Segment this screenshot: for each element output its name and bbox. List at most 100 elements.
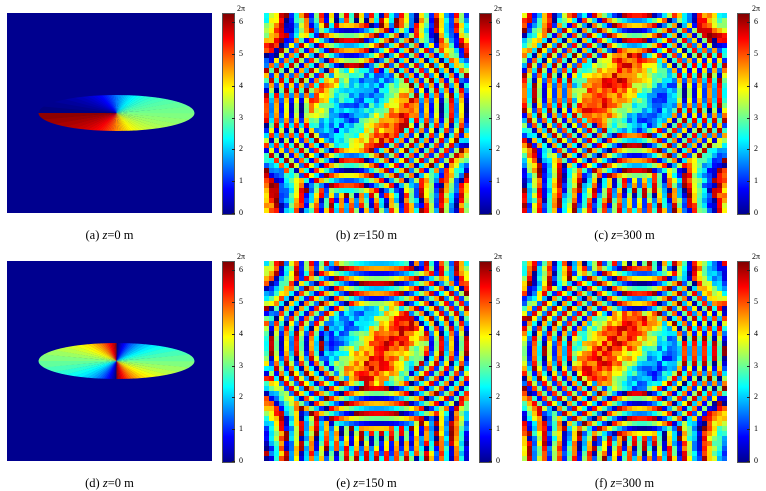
colorbar-c [737,13,750,215]
colorbar-tick-mark [232,213,235,214]
colorbar-tick-label: 2 [754,392,758,402]
colorbar-tick-mark [232,181,235,183]
caption-value: =0 m [107,228,134,242]
colorbar-tick-label: 1 [239,176,243,186]
colorbar-tick-label: 0 [754,456,758,465]
colorbar-tick-label: 1 [754,424,758,434]
colorbar-tick-label: 3 [754,360,758,370]
colorbar-tick-label: 2 [496,144,500,154]
colorbar-tick-mark [747,333,750,335]
colorbar-tick-mark [232,333,235,335]
caption-value: =300 m [615,476,655,490]
colorbar-tick-label: 6 [754,265,758,274]
caption-variable: z [610,476,616,490]
colorbar-tick-label: 1 [496,176,500,186]
colorbar-tick-mark [489,270,492,271]
colorbar-tick-mark [232,301,235,303]
colorbar-tick-mark [747,53,750,55]
colorbar-tick-label: 5 [496,48,500,58]
colorbar-tick-mark [489,365,492,367]
colorbar-d [222,261,235,463]
panel-caption-e: (e) z=150 m [247,476,487,491]
colorbar-max-label: 2π [494,4,503,13]
colorbar-tick-mark [232,117,235,119]
colorbar-tick-label: 3 [496,360,500,370]
colorbar-tick-mark [489,461,492,462]
caption-variable: z [611,228,617,242]
colorbar-tick-mark [489,333,492,335]
colorbar-tick-label: 6 [496,17,500,26]
colorbar-tick-mark [232,85,235,87]
colorbar-tick-mark [747,461,750,462]
caption-value: =150 m [358,476,397,490]
colorbar-max-label: 2π [752,4,761,13]
caption-prefix: (e) [336,476,354,490]
phase-map-a [7,13,212,213]
caption-variable: z [102,476,108,490]
colorbar-tick-label: 4 [239,328,243,338]
colorbar-tick-label: 3 [496,112,500,122]
colorbar-tick-label: 4 [754,328,758,338]
phase-map-c [522,13,727,213]
panel-caption-b: (b) z=150 m [247,228,487,243]
colorbar-tick-mark [232,149,235,151]
colorbar-tick-label: 0 [239,456,243,465]
colorbar-tick-mark [747,85,750,87]
phase-map-d [7,261,212,461]
phase-map-e [264,261,469,461]
colorbar-tick-label: 6 [754,17,758,26]
caption-value: =150 m [358,228,398,242]
colorbar-tick-label: 5 [754,48,758,58]
colorbar-a [222,13,235,215]
colorbar-tick-label: 0 [754,208,758,217]
caption-prefix: (d) [85,476,103,490]
colorbar-tick-label: 6 [239,17,243,26]
colorbar-tick-mark [747,270,750,271]
panel-caption-a: (a) z=0 m [0,228,230,243]
colorbar-tick-mark [232,429,235,431]
colorbar-tick-mark [232,270,235,271]
caption-value: =0 m [107,476,134,490]
colorbar-tick-label: 3 [239,360,243,370]
colorbar-tick-label: 1 [754,176,758,186]
panel-caption-f: (f) z=300 m [505,476,745,491]
colorbar-tick-mark [489,85,492,87]
colorbar-tick-mark [747,429,750,431]
colorbar-tick-label: 4 [239,80,243,90]
colorbar-tick-mark [489,22,492,23]
colorbar-tick-mark [747,117,750,119]
colorbar-tick-mark [747,181,750,183]
colorbar-tick-label: 5 [754,296,758,306]
caption-prefix: (c) [594,228,612,242]
colorbar-tick-label: 4 [496,80,500,90]
caption-prefix: (a) [85,228,103,242]
colorbar-tick-mark [489,181,492,183]
colorbar-tick-label: 5 [239,48,243,58]
colorbar-max-label: 2π [237,4,246,13]
colorbar-tick-mark [747,397,750,399]
panel-caption-d: (d) z=0 m [0,476,230,491]
colorbar-tick-mark [747,301,750,303]
colorbar-tick-mark [232,22,235,23]
colorbar-tick-label: 0 [496,208,500,217]
colorbar-tick-label: 6 [239,265,243,274]
colorbar-max-label: 2π [752,252,761,261]
colorbar-tick-label: 1 [496,424,500,434]
colorbar-tick-label: 2 [239,392,243,402]
colorbar-tick-label: 0 [496,456,500,465]
colorbar-tick-mark [232,53,235,55]
colorbar-tick-label: 6 [496,265,500,274]
caption-prefix: (b) [335,228,354,242]
colorbar-max-label: 2π [237,252,246,261]
colorbar-tick-mark [747,213,750,214]
colorbar-tick-mark [489,429,492,431]
colorbar-max-label: 2π [494,252,503,261]
colorbar-tick-label: 5 [496,296,500,306]
caption-value: =300 m [616,228,655,242]
colorbar-tick-mark [489,301,492,303]
caption-variable: z [102,228,108,242]
phase-map-f [522,261,727,461]
caption-variable: z [353,476,359,490]
colorbar-tick-label: 2 [239,144,243,154]
phase-map-b [264,13,469,213]
